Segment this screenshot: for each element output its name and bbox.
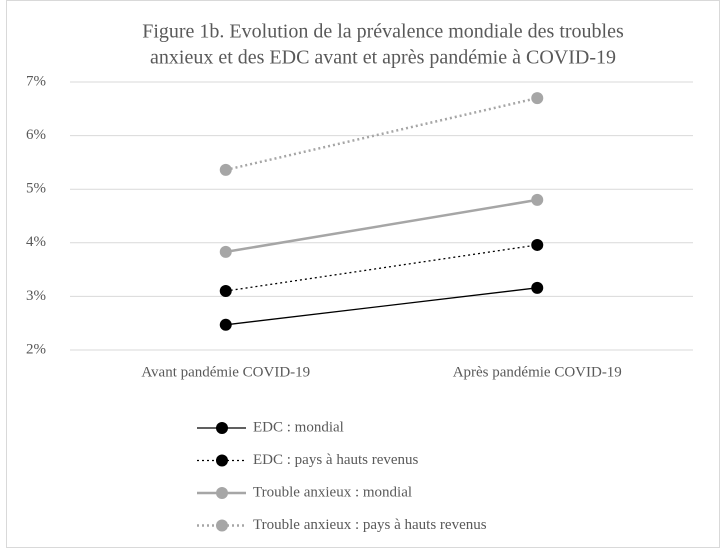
y-tick-label: 6% [26, 127, 46, 143]
legend-marker [216, 422, 228, 434]
data-point [531, 238, 544, 251]
x-tick-label: Avant pandémie COVID-19 [141, 364, 310, 380]
y-tick-label: 2% [26, 341, 46, 357]
series-line [225, 287, 538, 326]
legend-label: EDC : pays à hauts revenus [253, 452, 419, 468]
data-point [219, 318, 232, 331]
legend-marker [216, 487, 228, 499]
x-tick-label: Après pandémie COVID-19 [453, 364, 622, 380]
data-point [219, 163, 232, 176]
legend-label: Trouble anxieux : mondial [253, 484, 412, 500]
series-line [225, 198, 538, 254]
series-line [225, 96, 538, 172]
legend-marker [216, 454, 228, 467]
y-tick-label: 7% [26, 73, 46, 89]
data-point [531, 193, 544, 206]
data-point [531, 92, 544, 105]
legend-marker [216, 519, 228, 532]
chart-title: anxieux et des EDC avant et après pandém… [150, 47, 616, 69]
chart-title: Figure 1b. Evolution de la prévalence mo… [142, 21, 624, 43]
legend-label: Trouble anxieux : pays à hauts revenus [253, 517, 487, 533]
y-tick-label: 5% [26, 181, 46, 197]
chart-border [6, 0, 720, 548]
legend-label: EDC : mondial [253, 419, 344, 435]
y-tick-label: 3% [26, 288, 46, 304]
data-point [219, 285, 232, 298]
data-point [219, 245, 232, 258]
data-point [531, 281, 544, 294]
y-tick-label: 4% [26, 234, 46, 250]
